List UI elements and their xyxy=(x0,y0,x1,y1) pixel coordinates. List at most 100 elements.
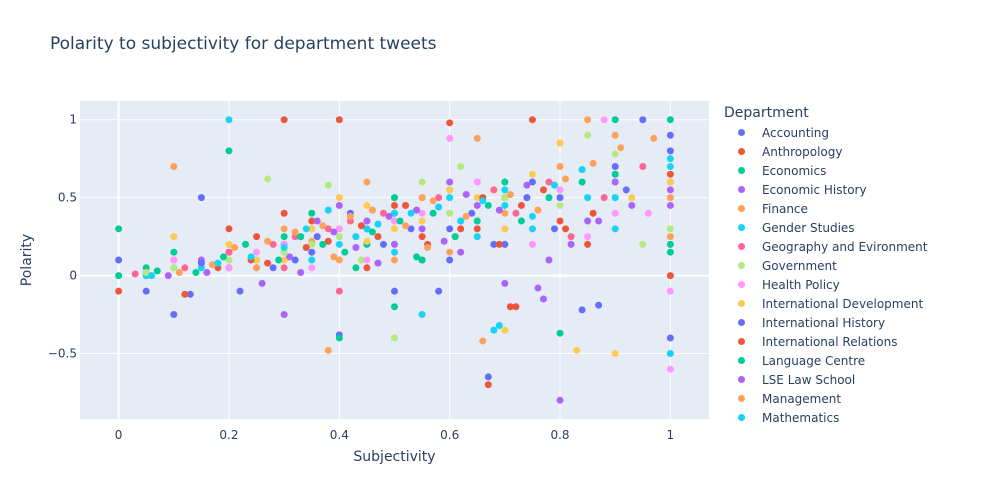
legend-item[interactable]: Finance xyxy=(724,199,994,218)
data-point xyxy=(363,178,371,186)
data-point xyxy=(324,225,332,233)
data-point xyxy=(490,186,498,194)
data-point xyxy=(335,334,343,342)
data-point xyxy=(225,256,233,264)
data-point xyxy=(611,350,619,358)
data-point xyxy=(446,186,454,194)
data-point xyxy=(517,201,525,209)
series-gender-studies xyxy=(142,116,674,358)
data-point xyxy=(435,194,443,202)
data-point xyxy=(534,206,542,214)
legend-item[interactable]: Geography and Evironment xyxy=(724,237,994,256)
data-point xyxy=(446,248,454,256)
data-point xyxy=(512,303,520,311)
data-point xyxy=(611,209,619,217)
data-point xyxy=(556,201,564,209)
data-point xyxy=(639,162,647,170)
legend-label: LSE Law School xyxy=(762,372,856,387)
data-point xyxy=(501,225,509,233)
legend-item[interactable]: Health Policy xyxy=(724,275,994,294)
legend-item[interactable]: International Development xyxy=(724,294,994,313)
data-point xyxy=(374,233,382,241)
data-point xyxy=(115,272,123,280)
data-point xyxy=(396,217,404,225)
data-point xyxy=(584,116,592,124)
legend-label: Anthropology xyxy=(762,144,843,159)
data-point xyxy=(308,217,316,225)
legend-item[interactable]: Economics xyxy=(724,161,994,180)
data-point xyxy=(666,178,674,186)
data-point xyxy=(181,290,189,298)
data-point xyxy=(280,233,288,241)
data-point xyxy=(501,194,509,202)
data-point xyxy=(335,116,343,124)
data-point xyxy=(115,225,123,233)
data-point xyxy=(617,144,625,152)
data-point xyxy=(666,365,674,373)
data-point xyxy=(523,181,531,189)
data-point xyxy=(600,116,608,124)
data-point xyxy=(446,209,454,217)
data-point xyxy=(170,264,178,272)
legend-item[interactable]: Language Centre xyxy=(724,351,994,370)
legend-marker-icon xyxy=(738,281,745,288)
data-point xyxy=(473,233,481,241)
data-point xyxy=(291,256,299,264)
data-point xyxy=(435,203,443,211)
data-point xyxy=(446,256,454,264)
data-point xyxy=(528,116,536,124)
data-point xyxy=(297,233,305,241)
data-point xyxy=(666,155,674,163)
legend-item[interactable]: International History xyxy=(724,313,994,332)
data-point xyxy=(330,253,338,261)
data-point xyxy=(462,212,470,220)
legend-item[interactable]: Gender Studies xyxy=(724,218,994,237)
data-point xyxy=(341,248,349,256)
y-axis-label: Polarity xyxy=(19,234,35,286)
data-point xyxy=(308,225,316,233)
legend-item[interactable]: Government xyxy=(724,256,994,275)
data-point xyxy=(319,240,327,248)
data-point xyxy=(275,256,283,264)
data-point xyxy=(225,116,233,124)
data-point xyxy=(589,209,597,217)
data-point xyxy=(446,178,454,186)
data-point xyxy=(545,256,553,264)
data-point xyxy=(446,194,454,202)
legend-item[interactable]: Management xyxy=(724,389,994,408)
data-point xyxy=(551,225,559,233)
x-tick-label: 1 xyxy=(667,428,675,442)
data-point xyxy=(584,194,592,202)
legend-item[interactable]: International Relations xyxy=(724,332,994,351)
legend-label: Economics xyxy=(762,163,827,178)
data-point xyxy=(501,178,509,186)
data-point xyxy=(330,228,338,236)
data-point xyxy=(435,287,443,295)
data-point xyxy=(589,159,597,167)
legend-item[interactable]: Economic History xyxy=(724,180,994,199)
data-point xyxy=(484,381,492,389)
legend-item[interactable]: Anthropology xyxy=(724,142,994,161)
data-point xyxy=(225,240,233,248)
data-point xyxy=(611,162,619,170)
legend-item[interactable]: LSE Law School xyxy=(724,370,994,389)
data-point xyxy=(313,233,321,241)
legend-item[interactable]: Accounting xyxy=(724,123,994,142)
legend-marker-icon xyxy=(738,129,745,136)
legend-item[interactable]: Mathematics xyxy=(724,408,994,423)
legend-label: Economic History xyxy=(762,182,867,197)
data-point xyxy=(391,334,398,342)
data-point xyxy=(622,186,630,194)
legend-label: Language Centre xyxy=(762,353,866,368)
data-point xyxy=(357,256,365,264)
legend-marker-icon xyxy=(738,262,745,269)
data-point xyxy=(528,240,536,248)
data-point xyxy=(269,240,277,248)
data-point xyxy=(280,311,288,319)
legend-title: Department xyxy=(724,105,809,121)
data-point xyxy=(319,222,327,230)
data-point xyxy=(666,194,674,202)
data-point xyxy=(131,270,139,278)
series-management xyxy=(175,144,674,345)
data-point xyxy=(556,329,564,337)
